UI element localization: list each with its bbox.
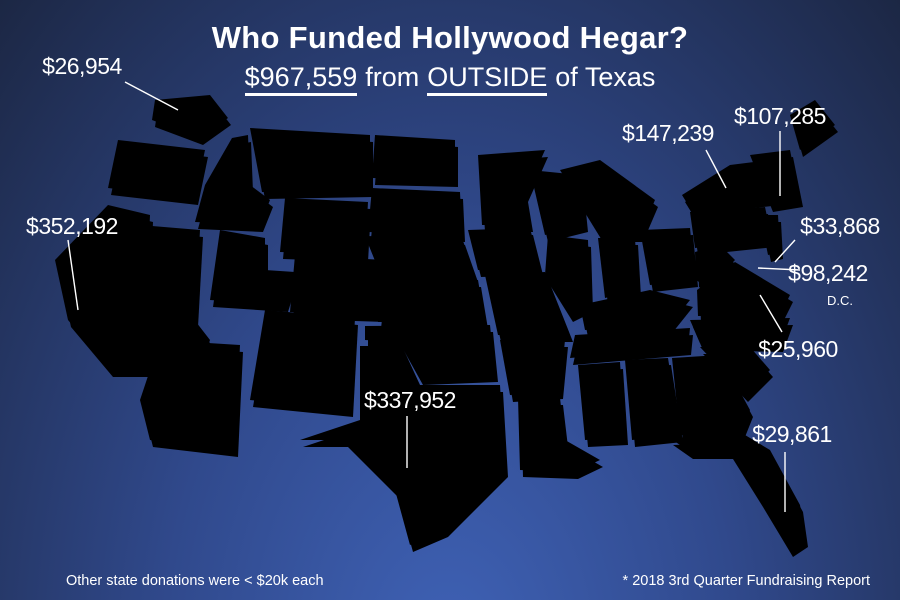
subtitle: $967,559 from OUTSIDE of Texas: [0, 62, 900, 96]
amount-label: $352,192: [26, 213, 118, 239]
amount-label: $26,954: [42, 53, 122, 79]
leader-line: [757, 267, 801, 271]
amount-label: $33,868: [800, 213, 880, 239]
amount-label: $25,960: [758, 336, 838, 362]
leader-line: [124, 81, 179, 111]
leader-line: [774, 239, 796, 263]
subtitle-text: from: [365, 62, 420, 92]
amount-label: $107,285: [734, 103, 826, 129]
leader-line: [759, 294, 783, 333]
subtitle-emphasis: OUTSIDE: [427, 62, 548, 96]
footnote: Other state donations were < $20k each: [66, 573, 324, 589]
amount-label: $337,952: [364, 387, 456, 413]
title: Who Funded Hollywood Hegar?: [211, 20, 689, 55]
amount-label: $98,242: [788, 260, 868, 286]
subtitle-amount: $967,559: [244, 62, 358, 96]
label-note: D.C.: [827, 293, 853, 308]
amount-label: $147,239: [622, 120, 714, 146]
subtitle-text: of Texas: [555, 62, 656, 92]
amount-label: $29,861: [752, 421, 832, 447]
leader-line: [705, 149, 727, 189]
leader-line: [67, 239, 79, 311]
footnote: * 2018 3rd Quarter Fundraising Report: [622, 573, 870, 589]
